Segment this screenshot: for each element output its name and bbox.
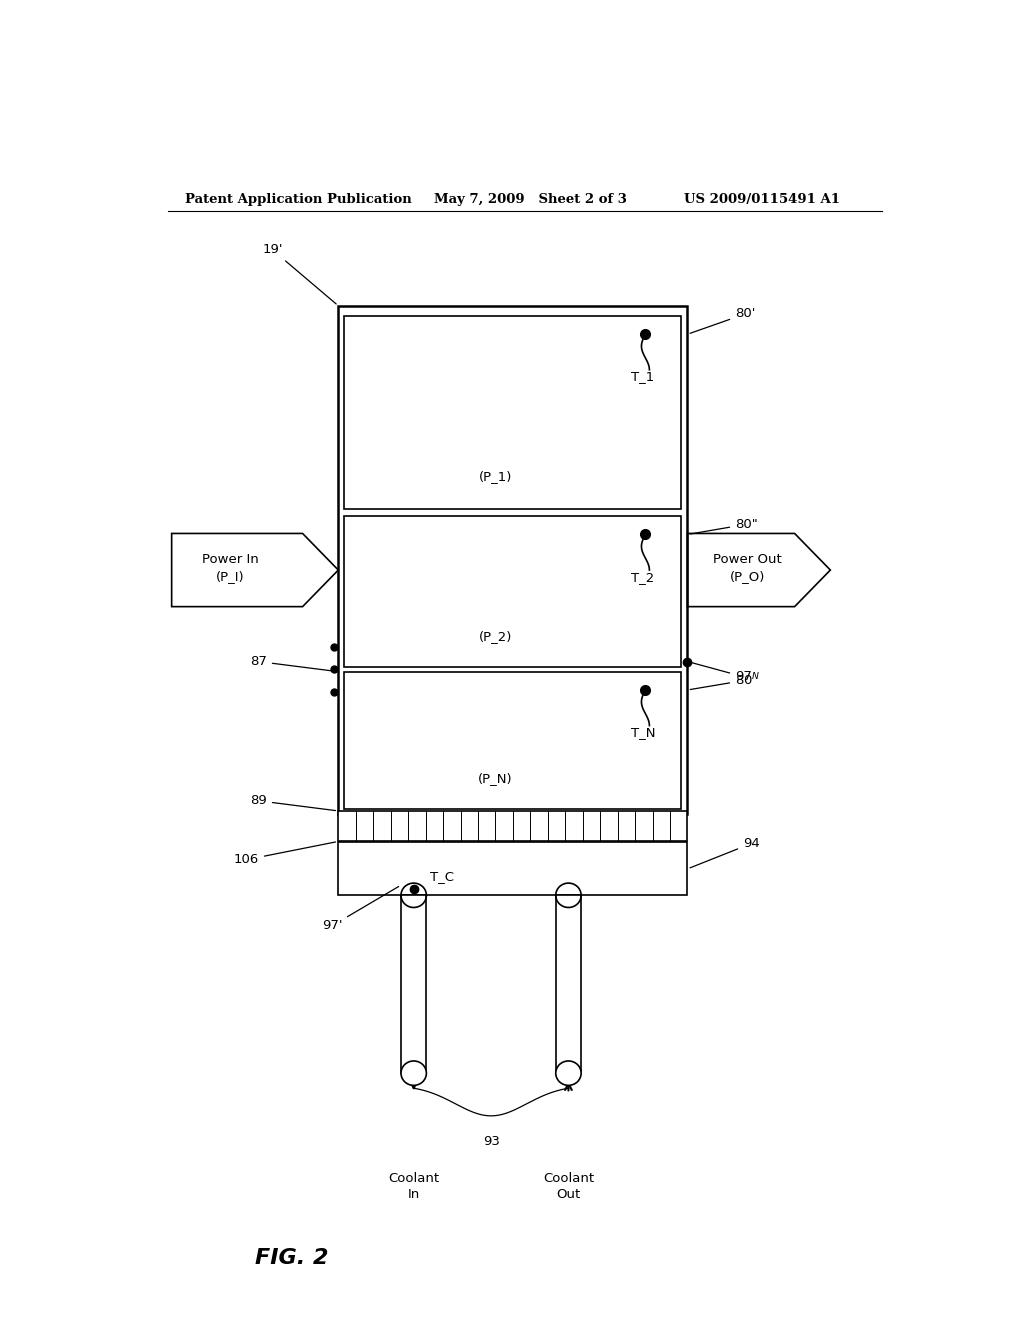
Text: 106: 106 [233,842,336,866]
Text: T_2: T_2 [631,570,654,583]
Text: Power Out
(P_O): Power Out (P_O) [713,553,782,583]
Bar [344,516,681,667]
Text: 80": 80" [690,517,758,535]
Text: (P_N): (P_N) [478,772,513,785]
Text: 97: 97 [690,663,752,684]
Text: 19': 19' [262,243,336,304]
Bar [556,895,582,1073]
Text: T_N: T_N [631,726,655,739]
Text: 89: 89 [250,795,336,810]
Bar [338,810,687,841]
Ellipse shape [556,1061,582,1085]
Text: FIG. 2: FIG. 2 [255,1249,329,1269]
Text: 80$^N$: 80$^N$ [690,672,761,689]
Text: 94: 94 [690,837,760,867]
Ellipse shape [401,1061,426,1085]
Text: May 7, 2009   Sheet 2 of 3: May 7, 2009 Sheet 2 of 3 [433,193,627,206]
Text: Coolant
In: Coolant In [388,1172,439,1201]
Text: 80': 80' [690,308,756,334]
Bar [401,895,426,1073]
Bar [344,315,681,510]
Text: 93: 93 [482,1135,500,1148]
Text: US 2009/0115491 A1: US 2009/0115491 A1 [684,193,840,206]
Text: Patent Application Publication: Patent Application Publication [185,193,412,206]
Text: 97': 97' [322,887,398,932]
Text: T_1: T_1 [631,371,654,383]
Text: 87: 87 [250,655,336,672]
Text: (P_2): (P_2) [479,630,512,643]
Bar [338,306,687,814]
Text: T_C: T_C [430,870,454,883]
Text: Coolant
Out: Coolant Out [543,1172,594,1201]
Bar [338,842,687,895]
Bar [344,672,681,809]
Text: (P_1): (P_1) [479,470,512,483]
Text: Power In
(P_I): Power In (P_I) [202,553,258,583]
